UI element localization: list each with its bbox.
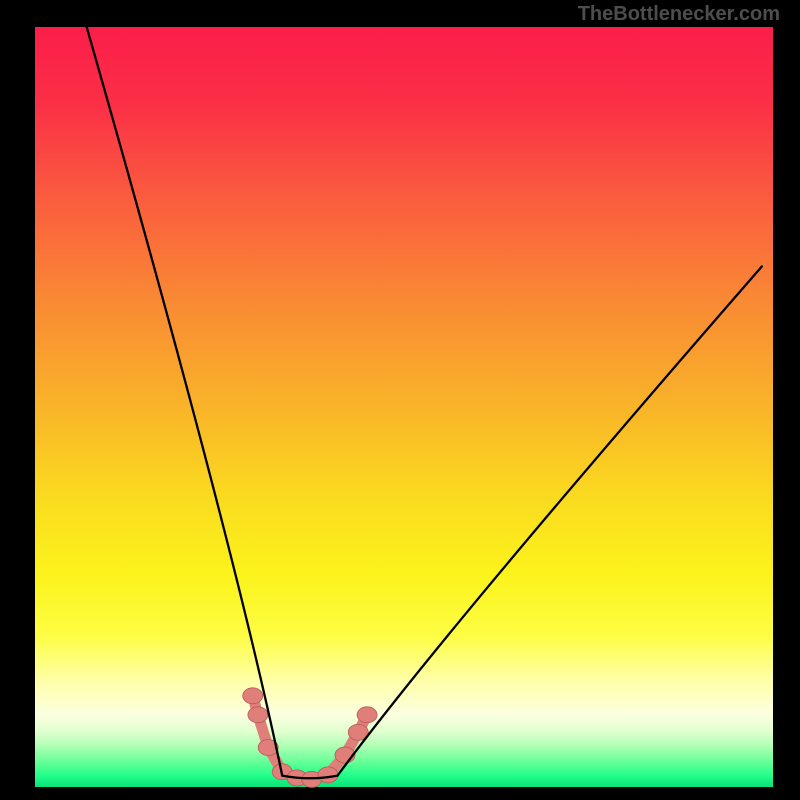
bottleneck-chart: TheBottlenecker.com — [0, 0, 800, 800]
chart-container: TheBottlenecker.com — [0, 0, 800, 800]
marker-dot — [243, 688, 263, 704]
marker-dot — [357, 707, 377, 723]
marker-dot — [248, 707, 268, 723]
source-label: TheBottlenecker.com — [578, 3, 780, 25]
plot-area — [35, 27, 773, 787]
marker-dot — [318, 767, 338, 783]
